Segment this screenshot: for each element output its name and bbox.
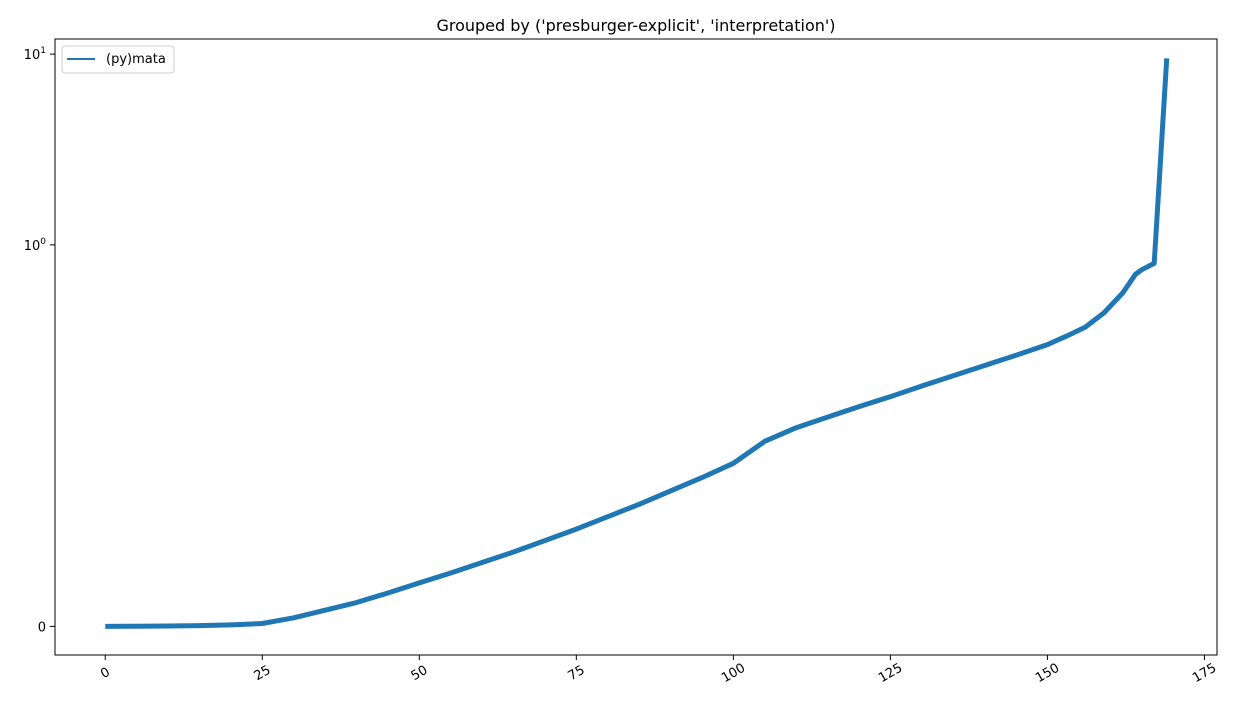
series-layer (105, 58, 1170, 629)
plot-frame (54, 38, 1218, 656)
series-line-0 (105, 58, 1170, 629)
x-tick-label-50: 50 (409, 663, 431, 684)
legend-box (61, 45, 175, 74)
y-tick-label-1: 100 (24, 237, 47, 254)
y-tick-label-0: 0 (38, 620, 46, 635)
chart-title: Grouped by ('presburger-explicit', 'inte… (436, 16, 835, 35)
y-tick-label-2: 101 (24, 46, 46, 63)
x-tick-label-75: 75 (566, 663, 588, 684)
y-axis: 0 100 101 (24, 46, 55, 635)
x-tick-label-25: 25 (252, 663, 274, 684)
legend-label-pymata: (py)mata (106, 52, 166, 67)
legend: (py)mata (61, 45, 175, 74)
